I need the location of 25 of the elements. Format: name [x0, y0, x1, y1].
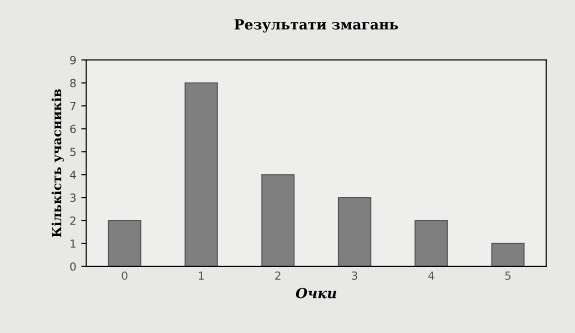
bar — [414, 220, 448, 266]
bar — [108, 220, 142, 266]
bar — [338, 197, 372, 266]
y-tick-label: 5 — [70, 148, 76, 156]
y-tick-label: 1 — [70, 240, 76, 248]
x-tick-label: 3 — [352, 271, 358, 280]
x-tick-label: 1 — [198, 272, 204, 280]
y-tick-label: 7 — [70, 102, 76, 110]
x-tick-label: 2 — [275, 271, 280, 280]
y-tick-label: 9 — [70, 56, 76, 64]
x-axis-title: Очки — [296, 288, 336, 298]
bar — [184, 82, 218, 266]
y-axis-title: Кількість учасників — [52, 89, 64, 238]
y-tick-label: 4 — [70, 170, 76, 179]
y-tick-label: 6 — [70, 124, 76, 134]
y-tick-label: 8 — [70, 78, 76, 88]
x-tick-label: 4 — [428, 272, 434, 280]
x-tick-label: 0 — [122, 271, 128, 280]
y-tick-label: 2 — [70, 216, 76, 225]
x-tick-label: 5 — [505, 272, 510, 280]
y-tick-label: 0 — [70, 262, 76, 271]
bar — [261, 174, 295, 266]
bar — [491, 242, 525, 266]
chart-title: Результати змагань — [234, 19, 398, 32]
y-tick-label: 3 — [70, 194, 76, 202]
